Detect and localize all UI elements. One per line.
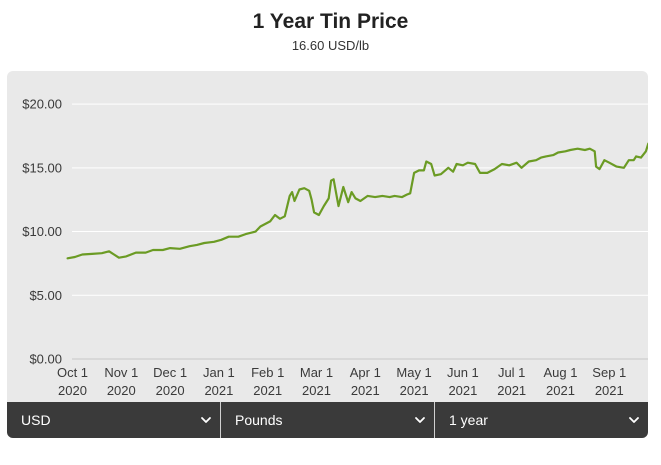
chevron-down-icon — [201, 417, 211, 423]
y-tick-label: $20.00 — [22, 97, 62, 112]
x-tick-year-label: 2021 — [351, 383, 380, 398]
y-tick-label: $5.00 — [29, 288, 62, 303]
x-tick-label: Sep 1 — [592, 365, 626, 380]
page-title: 1 Year Tin Price — [252, 10, 409, 33]
x-tick-label: Oct 1 — [57, 365, 88, 380]
y-tick-label: $15.00 — [22, 160, 62, 175]
x-tick-label: Jun 1 — [447, 365, 479, 380]
x-tick-year-label: 2020 — [156, 383, 185, 398]
x-tick-year-label: 2020 — [107, 383, 136, 398]
range-select-value: 1 year — [449, 412, 488, 428]
x-tick-label: Jan 1 — [203, 365, 235, 380]
chevron-down-icon — [415, 417, 425, 423]
x-tick-year-label: 2020 — [58, 383, 87, 398]
price-chart: $0.00 $5.00 $10.00 $15.00 $20.00 Oct 1 2020 Nov… — [22, 97, 648, 398]
currency-select[interactable]: USD — [7, 402, 220, 438]
chevron-down-icon — [629, 417, 639, 423]
price-subtitle: 16.60 USD/lb — [291, 38, 370, 53]
x-tick-year-label: 2021 — [400, 383, 429, 398]
currency-select-value: USD — [21, 412, 51, 428]
x-tick-label: Feb 1 — [251, 365, 284, 380]
x-tick-label: Aug 1 — [544, 365, 578, 380]
range-select[interactable]: 1 year — [434, 402, 648, 438]
y-tick-label: $10.00 — [22, 224, 62, 239]
x-tick-year-label: 2021 — [595, 383, 624, 398]
x-tick-year-label: 2021 — [253, 383, 282, 398]
x-tick-label: Dec 1 — [153, 365, 187, 380]
price-series-line — [66, 142, 648, 260]
x-tick-label: Mar 1 — [300, 365, 333, 380]
x-tick-label: Apr 1 — [350, 365, 381, 380]
x-tick-year-label: 2021 — [546, 383, 575, 398]
x-tick-year-label: 2021 — [497, 383, 526, 398]
x-tick-year-label: 2021 — [448, 383, 477, 398]
unit-select[interactable]: Pounds — [220, 402, 434, 438]
chart-panel: $0.00 $5.00 $10.00 $15.00 $20.00 Oct 1 2020 Nov… — [7, 71, 648, 438]
x-tick-label: May 1 — [396, 365, 431, 380]
x-tick-label: Jul 1 — [498, 365, 525, 380]
unit-select-value: Pounds — [235, 412, 283, 428]
x-tick-year-label: 2021 — [302, 383, 331, 398]
y-tick-label: $0.00 — [29, 352, 62, 367]
x-tick-year-label: 2021 — [204, 383, 233, 398]
chart-controls: USD Pounds 1 year — [7, 402, 648, 438]
x-tick-label: Nov 1 — [104, 365, 138, 380]
